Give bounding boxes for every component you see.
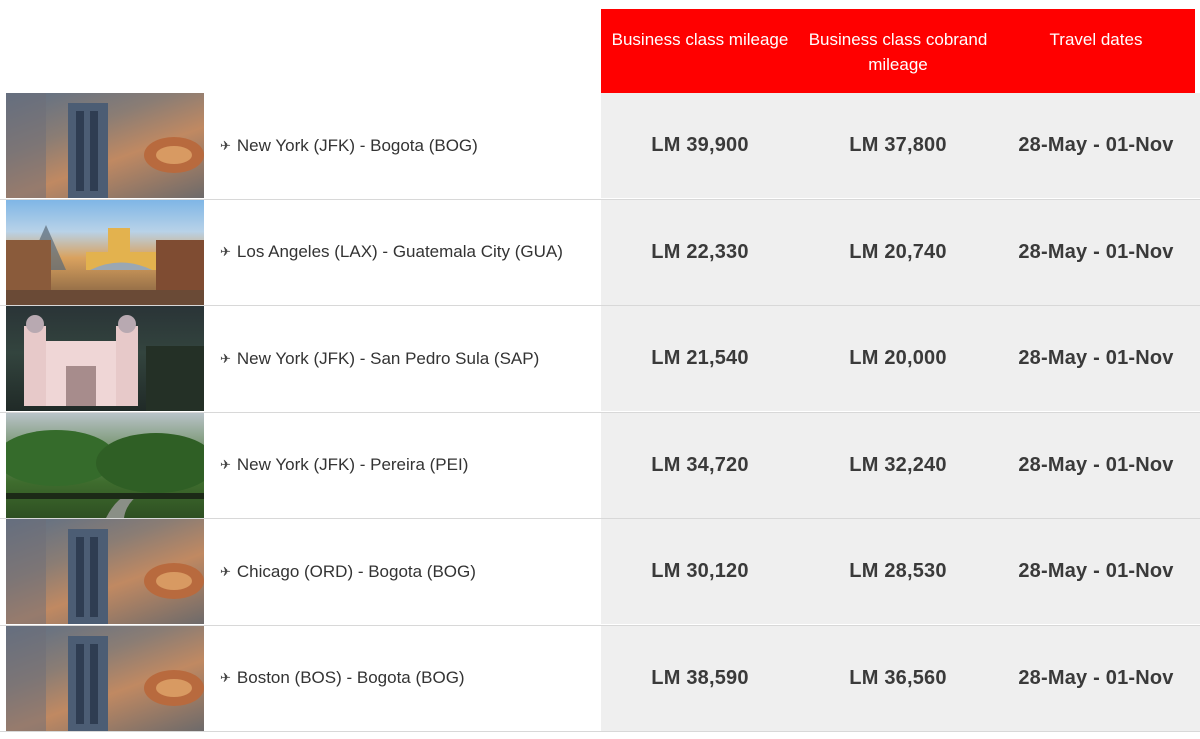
mileage-value: LM 38,590 xyxy=(651,666,749,689)
cobrand-mileage-value: LM 20,000 xyxy=(849,347,947,369)
plane-icon: ✈ xyxy=(220,563,231,579)
row-values: LM 38,590 LM 36,560 28-May - 01-Nov xyxy=(601,625,1200,731)
table-row: ✈ Boston (BOS) - Bogota (BOG) LM 38,590 … xyxy=(0,625,1200,732)
table-row: ✈ Los Angeles (LAX) - Guatemala City (GU… xyxy=(0,199,1200,306)
guatemala-arch-photo xyxy=(6,199,204,305)
plane-icon: ✈ xyxy=(220,137,231,153)
header-cobrand-mileage: Business class cobrand mileage xyxy=(808,30,988,74)
bogota-city-photo xyxy=(6,519,204,624)
travel-dates-value: 28-May - 01-Nov xyxy=(1018,560,1174,582)
table-row: ✈ New York (JFK) - San Pedro Sula (SAP) … xyxy=(0,306,1200,413)
route-text: Boston (BOS) - Bogota (BOG) xyxy=(236,668,465,687)
row-values: LM 30,120 LM 28,530 28-May - 01-Nov xyxy=(601,519,1200,624)
route-label: ✈ Boston (BOS) - Bogota (BOG) xyxy=(220,626,465,731)
plane-icon: ✈ xyxy=(220,244,231,259)
bogota-city-photo xyxy=(6,625,204,731)
header-travel-dates: Travel dates xyxy=(1049,30,1143,49)
route-label: ✈ Los Angeles (LAX) - Guatemala City (GU… xyxy=(220,200,563,305)
route-text: Chicago (ORD) - Bogota (BOG) xyxy=(236,561,476,581)
table-header: Business class mileage Business class co… xyxy=(601,9,1195,93)
travel-dates-value: 28-May - 01-Nov xyxy=(1018,666,1174,689)
row-values: LM 39,900 LM 37,800 28-May - 01-Nov xyxy=(601,93,1200,198)
travel-dates-value: 28-May - 01-Nov xyxy=(1018,347,1174,369)
mileage-value: LM 39,900 xyxy=(651,134,749,156)
pereira-forest-photo xyxy=(6,412,204,518)
plane-icon: ✈ xyxy=(220,670,231,685)
cobrand-mileage-value: LM 20,740 xyxy=(849,240,947,263)
cobrand-mileage-value: LM 28,530 xyxy=(849,560,947,582)
route-text: New York (JFK) - Bogota (BOG) xyxy=(236,135,478,155)
route-label: ✈ New York (JFK) - Bogota (BOG) xyxy=(220,93,478,198)
mileage-value: LM 30,120 xyxy=(651,560,749,582)
mileage-value: LM 34,720 xyxy=(651,453,749,476)
plane-icon: ✈ xyxy=(220,457,231,472)
route-label: ✈ New York (JFK) - San Pedro Sula (SAP) xyxy=(220,306,539,411)
mileage-value: LM 21,540 xyxy=(651,347,749,369)
table-row: ✈ New York (JFK) - Bogota (BOG) LM 39,90… xyxy=(0,93,1200,200)
route-text: New York (JFK) - Pereira (PEI) xyxy=(236,455,469,474)
table-row: ✈ New York (JFK) - Pereira (PEI) LM 34,7… xyxy=(0,412,1200,519)
travel-dates-value: 28-May - 01-Nov xyxy=(1018,453,1174,476)
row-values: LM 34,720 LM 32,240 28-May - 01-Nov xyxy=(601,412,1200,518)
table-body: ✈ New York (JFK) - Bogota (BOG) LM 39,90… xyxy=(0,93,1200,732)
route-text: New York (JFK) - San Pedro Sula (SAP) xyxy=(236,348,540,368)
mileage-value: LM 22,330 xyxy=(651,240,749,263)
travel-dates-value: 28-May - 01-Nov xyxy=(1018,240,1174,263)
cobrand-mileage-value: LM 36,560 xyxy=(849,666,947,689)
row-values: LM 22,330 LM 20,740 28-May - 01-Nov xyxy=(601,199,1200,305)
route-label: ✈ Chicago (ORD) - Bogota (BOG) xyxy=(220,519,476,624)
header-mileage: Business class mileage xyxy=(611,30,789,49)
route-label: ✈ New York (JFK) - Pereira (PEI) xyxy=(220,413,468,518)
bogota-city-photo xyxy=(6,93,204,198)
travel-dates-value: 28-May - 01-Nov xyxy=(1018,134,1174,156)
route-text: Los Angeles (LAX) - Guatemala City (GUA) xyxy=(236,242,563,261)
cobrand-mileage-value: LM 37,800 xyxy=(849,134,947,156)
plane-icon: ✈ xyxy=(220,350,231,366)
table-row: ✈ Chicago (ORD) - Bogota (BOG) LM 30,120… xyxy=(0,519,1200,626)
san-pedro-sula-cathedral-photo xyxy=(6,306,204,411)
cobrand-mileage-value: LM 32,240 xyxy=(849,453,947,476)
row-values: LM 21,540 LM 20,000 28-May - 01-Nov xyxy=(601,306,1200,411)
